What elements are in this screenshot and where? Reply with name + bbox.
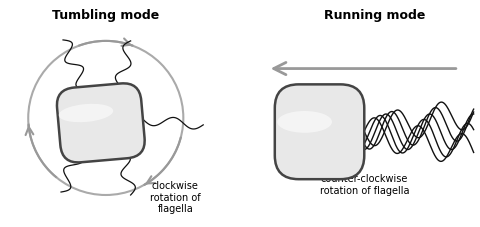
- FancyBboxPatch shape: [57, 83, 144, 163]
- Text: Running mode: Running mode: [324, 9, 425, 22]
- FancyBboxPatch shape: [275, 84, 364, 179]
- Text: clockwise
rotation of
flagella: clockwise rotation of flagella: [150, 181, 201, 214]
- Ellipse shape: [277, 111, 332, 133]
- Text: counter-clockwise
rotation of flagella: counter-clockwise rotation of flagella: [320, 174, 409, 196]
- Text: Tumbling mode: Tumbling mode: [52, 9, 159, 22]
- Ellipse shape: [59, 104, 113, 122]
